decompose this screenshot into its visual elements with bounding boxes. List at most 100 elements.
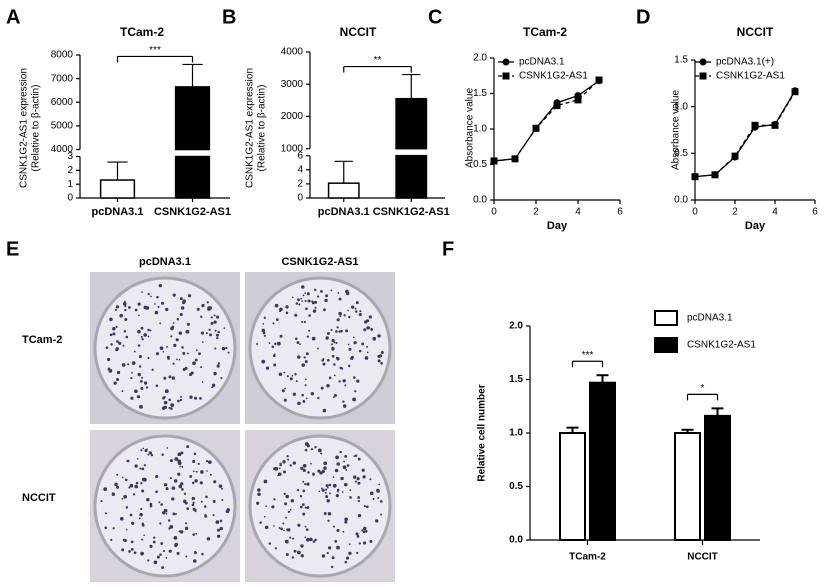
colony: [112, 527, 115, 530]
colony: [317, 295, 320, 298]
colony: [143, 534, 145, 537]
colony: [194, 396, 198, 400]
colony: [227, 351, 230, 354]
colony: [177, 459, 181, 464]
colony: [271, 505, 275, 509]
colony: [150, 295, 152, 298]
colony: [257, 488, 261, 492]
colony: [337, 490, 339, 493]
colony: [348, 315, 351, 319]
colony: [285, 305, 289, 309]
colony: [376, 488, 380, 493]
colony: [130, 548, 134, 551]
colony: [343, 482, 348, 487]
colony: [301, 285, 305, 289]
y-tick-label: 0.0: [509, 535, 523, 546]
colony: [143, 464, 146, 467]
colony: [165, 556, 168, 559]
colony: [194, 358, 198, 362]
colony: [314, 300, 318, 304]
colony: [226, 508, 230, 512]
colony: [168, 375, 172, 379]
colony: [121, 497, 124, 500]
colony: [312, 473, 315, 476]
colony: [330, 565, 334, 569]
colony: [352, 336, 355, 339]
bar: [704, 414, 731, 542]
colony: [156, 555, 160, 559]
colony: [179, 530, 184, 534]
colony: [372, 497, 375, 501]
colony: [104, 526, 108, 529]
colony: [370, 327, 374, 331]
colony: [326, 331, 330, 335]
colony: [339, 315, 342, 317]
colony: [140, 449, 143, 452]
y-tick-label: 3: [67, 151, 73, 162]
y-axis-label: (Relative to β-actin): [31, 85, 42, 172]
colony: [185, 522, 188, 525]
colony: [279, 307, 282, 310]
colony: [174, 457, 179, 461]
colony: [176, 318, 180, 321]
colony: [333, 525, 335, 528]
colony: [110, 538, 113, 541]
colony: [191, 481, 195, 485]
colony: [299, 505, 303, 509]
bar: [99, 179, 136, 199]
colony: [164, 389, 169, 394]
colony: [105, 346, 109, 349]
legend-marker: [699, 72, 707, 80]
colony: [295, 380, 298, 383]
colony: [128, 550, 131, 553]
colony: [331, 338, 335, 343]
colony: [107, 357, 111, 362]
colony: [113, 381, 117, 385]
y-tick-label: 0.5: [674, 148, 688, 159]
colony: [357, 513, 362, 518]
colony: [345, 468, 348, 471]
colony: [335, 330, 338, 333]
legend-label: pcDNA3.1: [687, 313, 733, 324]
colony: [165, 307, 169, 312]
colony: [213, 480, 217, 484]
colony: [181, 488, 184, 491]
chart-title: NCCIT: [340, 25, 377, 39]
colony: [212, 500, 216, 504]
colony: [304, 536, 307, 538]
colony: [284, 387, 286, 390]
colony: [335, 494, 339, 498]
colony: [205, 495, 208, 499]
colony: [208, 328, 211, 331]
colony: [325, 294, 329, 298]
colony: [321, 488, 325, 492]
colony: [137, 329, 141, 334]
x-tick-label: 2: [533, 207, 539, 218]
colony: [179, 297, 183, 301]
colony: [353, 455, 356, 458]
colony: [187, 352, 189, 355]
colony: [328, 483, 332, 487]
colony: [314, 538, 317, 542]
colony: [161, 566, 165, 570]
colony: [300, 554, 304, 558]
colony: [184, 501, 188, 505]
colony: [140, 551, 144, 556]
colony: [167, 519, 171, 522]
colony: [335, 342, 338, 345]
colony: [123, 538, 127, 543]
colony: [213, 314, 216, 317]
colony: [191, 496, 196, 501]
colony: [326, 551, 329, 555]
x-axis-label: Day: [547, 220, 568, 232]
colony: [331, 347, 335, 351]
colony: [171, 497, 175, 501]
colony: [206, 470, 208, 472]
colony: [275, 318, 279, 322]
colony: [323, 466, 327, 470]
colony: [144, 448, 148, 453]
colony: [282, 522, 285, 525]
colony: [290, 499, 294, 503]
colony: [174, 543, 178, 548]
colony: [280, 527, 283, 531]
